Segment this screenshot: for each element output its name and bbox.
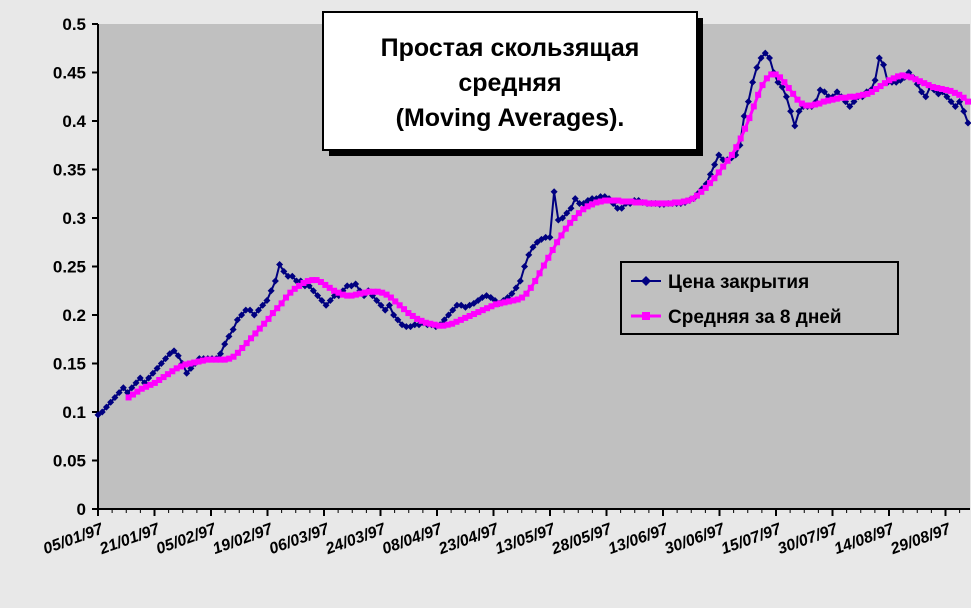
chart-title-line-1: Простая скользящая: [381, 34, 640, 62]
ma-point: [755, 92, 761, 98]
ma-point: [550, 247, 556, 253]
ma-point: [716, 169, 722, 175]
ma-point: [541, 263, 547, 269]
ma-point: [781, 79, 787, 85]
ma-point: [563, 226, 569, 232]
legend-marker-square: [642, 312, 650, 320]
legend-label-ma: Средняя за 8 дней: [668, 307, 842, 328]
y-tick-label: 0.2: [62, 306, 86, 325]
y-tick-label: 0.35: [53, 161, 86, 180]
ma-point: [965, 99, 971, 105]
ma-point: [279, 300, 285, 306]
y-tick-label: 0.15: [53, 355, 86, 374]
chart-title-box: Простая скользящая средняя (Moving Avera…: [323, 12, 703, 156]
ma-point: [554, 239, 560, 245]
ma-point: [790, 91, 796, 97]
ma-point: [558, 232, 564, 238]
y-tick-label: 0.1: [62, 403, 86, 422]
ma-point: [746, 115, 752, 121]
y-tick-label: 0.05: [53, 452, 86, 471]
y-tick-label: 0.25: [53, 258, 86, 277]
ma-point: [523, 291, 529, 297]
ma-point: [537, 270, 543, 276]
y-tick-label: 0: [77, 500, 86, 519]
y-tick-label: 0.45: [53, 64, 86, 83]
chart-title-line-2: средняя: [458, 69, 561, 97]
legend: Цена закрытия Средняя за 8 дней: [621, 262, 898, 334]
ma-point: [760, 82, 766, 88]
y-tick-label: 0.4: [62, 112, 86, 131]
ma-point: [711, 175, 717, 181]
ma-point: [738, 135, 744, 141]
ma-point: [725, 158, 731, 164]
ma-point: [532, 278, 538, 284]
chart-title-line-3: (Moving Averages).: [396, 104, 625, 132]
ma-point: [720, 164, 726, 170]
ma-point: [545, 255, 551, 261]
ma-point: [742, 126, 748, 132]
ma-point: [786, 85, 792, 91]
ma-point: [733, 144, 739, 150]
ma-point: [266, 316, 272, 322]
ma-point: [528, 285, 534, 291]
y-tick-label: 0.5: [62, 15, 86, 34]
ma-point: [751, 103, 757, 109]
y-tick-label: 0.3: [62, 209, 86, 228]
ma-point: [729, 152, 735, 158]
legend-label-close: Цена закрытия: [668, 272, 809, 293]
